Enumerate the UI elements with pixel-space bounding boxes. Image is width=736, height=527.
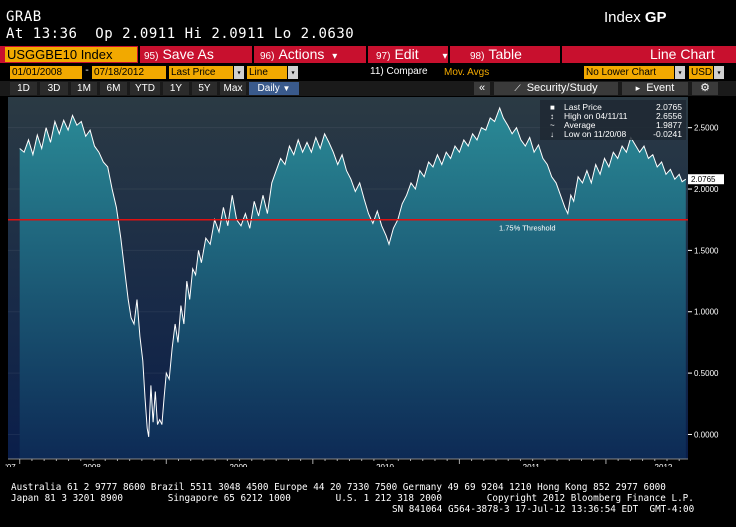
quote-line: At 13:36 Op 2.0911 Hi 2.0911 Lo 2.0630 — [6, 26, 355, 42]
moving-averages-button[interactable]: Mov. Avgs — [444, 67, 490, 78]
command-toolbar — [0, 46, 736, 63]
legend-value: 1.9877 — [656, 120, 682, 130]
table-number: 98) — [470, 51, 485, 62]
x-tick-label: 2008 — [83, 463, 101, 467]
stat-icon: ~ — [550, 121, 555, 130]
period-tab-ytd[interactable]: YTD — [130, 82, 160, 95]
chevron-down-icon: ▼ — [282, 84, 291, 93]
x-tick-label: 2010 — [376, 463, 394, 467]
stat-icon: ↓ — [550, 130, 554, 139]
actions-number: 96) — [260, 51, 275, 62]
period-tab-1y[interactable]: 1Y — [163, 82, 189, 95]
footer-contacts-line2: Japan 81 3 3201 8900 Singapore 65 6212 1… — [11, 493, 694, 504]
legend-value: -0.0241 — [653, 129, 682, 139]
chevron-down-icon: ▾ — [332, 51, 338, 62]
last-price-marker — [688, 174, 724, 185]
legend-row: ↓ Low on 11/20/08 -0.0241 — [550, 129, 682, 140]
chevron-down-icon: ▾ — [442, 51, 448, 62]
currency-select[interactable]: USD — [689, 66, 713, 79]
period-tab-1d[interactable]: 1D — [10, 82, 37, 95]
save-as-number: 95) — [144, 51, 159, 62]
end-date-field[interactable]: 07/18/2012 — [92, 66, 166, 79]
y-tick-label: 2.0000 — [694, 185, 719, 194]
event-button[interactable]: ▸ Event — [622, 82, 688, 95]
legend-label: Average — [564, 120, 596, 130]
chevron-down-icon[interactable]: ▾ — [675, 66, 685, 79]
edit-menu[interactable]: 97) Edit ▾ — [376, 46, 448, 63]
chevron-down-icon[interactable]: ▾ — [714, 66, 724, 79]
toolbar-divider — [560, 46, 562, 63]
chevron-down-icon[interactable]: ▾ — [234, 66, 244, 79]
event-icon: ▸ — [635, 83, 641, 93]
legend-label: High on 04/11/11 — [564, 111, 628, 121]
start-date-field[interactable]: 01/01/2008 — [10, 66, 82, 79]
period-tab-1m[interactable]: 1M — [71, 82, 97, 95]
table-label: Table — [488, 46, 522, 62]
period-tab-max[interactable]: Max — [220, 82, 246, 95]
y-tick-label: 2.5000 — [694, 124, 719, 133]
legend-value: 2.0765 — [656, 102, 682, 112]
save-as-label: Save As — [162, 46, 214, 62]
actions-label: Actions — [278, 46, 325, 62]
index-label: Index — [604, 9, 641, 26]
gear-icon[interactable]: ⚙ — [692, 82, 718, 95]
security-type-label: Index GP — [604, 9, 667, 26]
toolbar-divider — [448, 46, 450, 63]
period-tab-5y[interactable]: 5Y — [192, 82, 217, 95]
legend-value: 2.6556 — [656, 111, 682, 121]
function-code: GP — [644, 9, 667, 26]
legend-panel: ■ Last Price 2.0765 ↕ High on 04/11/11 2.6556… — [540, 100, 686, 140]
stat-icon: ↕ — [550, 112, 554, 121]
ticker-field[interactable]: USGGBE10 Index — [5, 47, 137, 62]
y-tick-label: 1.0000 — [694, 308, 719, 317]
price-line — [19, 106, 687, 437]
legend-label: Last Price — [564, 102, 602, 112]
legend-label: Low on 11/20/08 — [564, 129, 627, 139]
chart-type-label: Line Chart — [650, 46, 715, 62]
security-study-button[interactable]: ⟋ Security/Study — [494, 82, 618, 95]
period-tab-3d[interactable]: 3D — [40, 82, 68, 95]
y-tick-label: 0.5000 — [694, 369, 719, 378]
lower-chart-select[interactable]: No Lower Chart — [584, 66, 674, 79]
y-tick-label: 0.0000 — [694, 430, 719, 439]
chevron-down-icon[interactable]: ▾ — [288, 66, 298, 79]
series-swatch-icon: ■ — [550, 103, 555, 112]
last-price-marker-label: 2.0765 — [691, 175, 716, 184]
window-title: GRAB — [6, 9, 42, 25]
security-study-label: Security/Study — [526, 82, 598, 94]
toolbar-divider — [138, 46, 140, 63]
period-tab-6m[interactable]: 6M — [100, 82, 127, 95]
frequency-dropdown[interactable]: Daily ▼ — [249, 82, 299, 95]
toolbar-divider — [252, 46, 254, 63]
x-tick-label: 2009 — [230, 463, 248, 467]
footer-contacts-line1: Australia 61 2 9777 8600 Brazil 5511 304… — [11, 482, 666, 493]
edit-number: 97) — [376, 51, 391, 62]
save-as-button[interactable]: 95) Save As — [144, 46, 214, 63]
x-tick-label: 2011 — [523, 463, 541, 467]
collapse-button[interactable]: « — [474, 82, 490, 95]
edit-label: Edit — [394, 46, 419, 62]
legend-row: ■ Last Price 2.0765 — [550, 102, 682, 113]
actions-menu[interactable]: 96) Actions ▾ — [260, 46, 337, 63]
frequency-label: Daily — [257, 83, 280, 94]
y-tick-label: 1.5000 — [694, 246, 719, 255]
legend-row: ~ Average 1.9877 — [550, 120, 682, 131]
legend-row: ↕ High on 04/11/11 2.6556 — [550, 111, 682, 122]
x-tick-label: '07 — [5, 463, 16, 467]
footer-session-line: SN 841064 G564-3878-3 17-Jul-12 13:36:54… — [392, 504, 695, 515]
price-area-fill — [19, 108, 686, 459]
event-label: Event — [646, 82, 675, 94]
x-tick-label: 2012 — [655, 463, 673, 467]
threshold-label: 1.75% Threshold — [499, 224, 556, 233]
price-chart[interactable]: 1.75% Threshold 0.0000 0.5000 1.0000 1.5000… — [0, 97, 736, 467]
table-button[interactable]: 98) Table — [470, 46, 522, 63]
toolbar-divider — [366, 46, 368, 63]
date-separator: - — [84, 65, 91, 76]
line-type-select[interactable]: Line — [247, 66, 287, 79]
chart-line-icon: ⟋ — [514, 83, 521, 93]
compare-button[interactable]: 11) Compare — [370, 66, 428, 77]
price-field-select[interactable]: Last Price — [169, 66, 233, 79]
